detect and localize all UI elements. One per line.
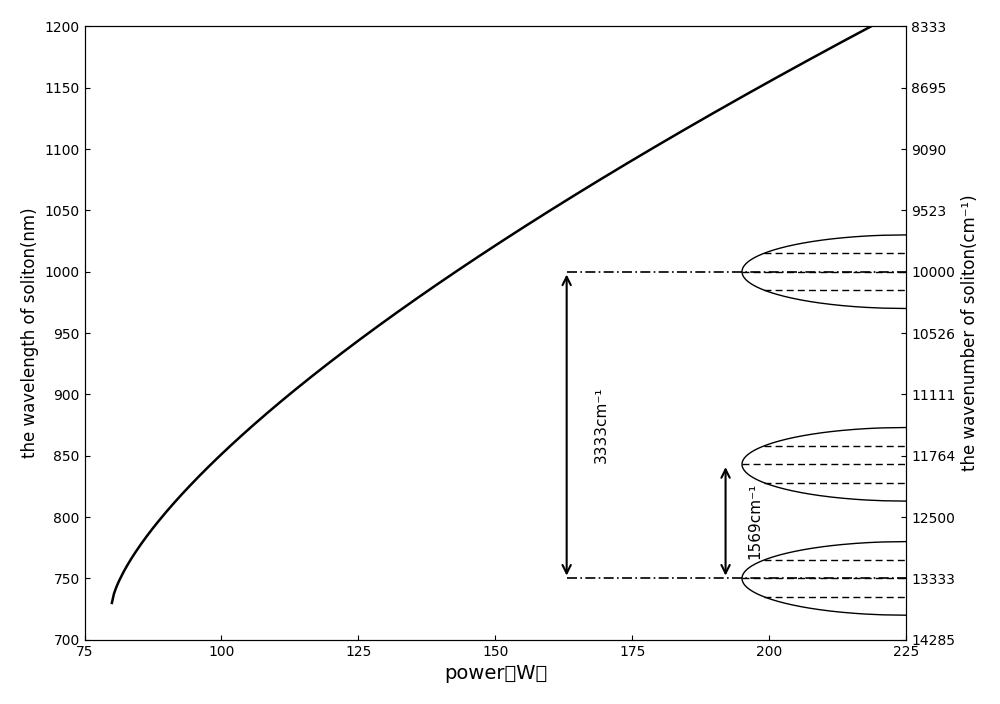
X-axis label: power（W）: power（W） bbox=[444, 664, 547, 683]
Y-axis label: the wavelength of soliton(nm): the wavelength of soliton(nm) bbox=[21, 208, 39, 458]
Text: 3333cm⁻¹: 3333cm⁻¹ bbox=[594, 386, 609, 463]
Text: 1569cm⁻¹: 1569cm⁻¹ bbox=[747, 483, 762, 559]
Y-axis label: the wavenumber of soliton(cm⁻¹): the wavenumber of soliton(cm⁻¹) bbox=[961, 195, 979, 472]
